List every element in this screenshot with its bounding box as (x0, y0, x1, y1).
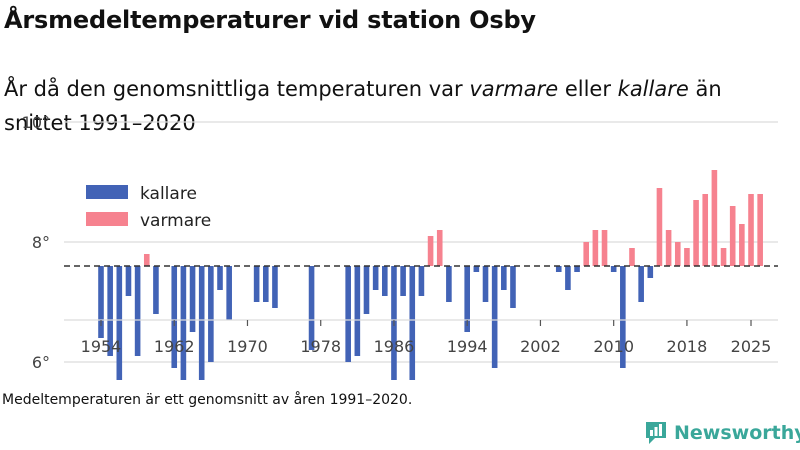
x-tick-label: 1978 (300, 337, 341, 356)
brand-name: Newsworthy (674, 422, 800, 444)
bar-1987 (400, 266, 406, 296)
x-axis: 1954 1962 1970 1978 1986 1994 2002 2010 2018 2025 (64, 319, 778, 356)
bar-1965 (198, 266, 205, 380)
bar-1971 (253, 266, 260, 302)
bar-1958 (134, 266, 141, 356)
bar-1994 (464, 266, 470, 332)
bar-1960 (153, 266, 159, 314)
bar-2005 (565, 266, 571, 290)
x-tick-label: 2018 (667, 337, 708, 356)
y-axis-labels: 6° 8° 10° (22, 113, 50, 372)
bar-2016 (665, 230, 672, 266)
bar-1997 (491, 266, 498, 368)
bar-1963 (180, 266, 187, 380)
bar-2024 (739, 224, 745, 266)
x-tick-label: 2002 (520, 337, 561, 356)
y-tick-label: 8° (32, 233, 50, 252)
bar-2009 (601, 230, 608, 266)
subtitle-cold-word: kallare (617, 77, 689, 101)
bar-1982 (354, 266, 361, 356)
bar-2017 (674, 242, 681, 266)
bar-2026 (757, 194, 763, 266)
bar-1954 (98, 266, 104, 338)
bar-1988 (409, 266, 416, 380)
bar-1959 (143, 254, 150, 266)
x-tick-label: 2010 (593, 337, 634, 356)
newsworthy-logo[interactable]: Newsworthy (644, 420, 800, 446)
bar-1967 (217, 266, 223, 290)
bar-2013 (638, 266, 644, 302)
bar-1995 (473, 266, 480, 272)
source-note: Medeltemperaturen är ett genomsnitt av å… (2, 392, 413, 408)
bar-2011 (620, 266, 626, 368)
x-tick-label: 1994 (447, 337, 488, 356)
subtitle-part-2: eller (558, 77, 618, 101)
bar-2021 (711, 170, 718, 266)
bar-2010 (610, 266, 617, 272)
bar-1984 (372, 266, 379, 290)
bar-1955 (107, 266, 113, 356)
bar-2014 (647, 266, 654, 278)
y-tick-label: 6° (32, 353, 50, 372)
bar-1973 (272, 266, 278, 308)
x-tick-label: 2025 (731, 337, 772, 356)
bar-1991 (436, 230, 443, 266)
chart-legend: kallare varmare (76, 176, 222, 236)
bar-1956 (116, 266, 123, 380)
legend-swatch-warmer (86, 212, 128, 226)
bar-1966 (208, 266, 214, 362)
bar-1972 (262, 266, 269, 302)
bar-2012 (629, 248, 635, 266)
bar-1968 (226, 266, 232, 320)
x-tick-label: 1970 (227, 337, 268, 356)
temperature-bar-chart: 6° 8° 10° 1954 1962 1970 1978 1986 1994 2002 2010… (22, 113, 778, 380)
bar-1962 (171, 266, 178, 368)
chart-title: Årsmedeltemperaturer vid station Osby (4, 6, 536, 34)
chart-subtitle: År då den genomsnittliga temperaturen va… (4, 72, 784, 140)
bar-1998 (501, 266, 507, 290)
subtitle-part-3: än snittet 1991–2020 (4, 77, 722, 135)
bars (98, 170, 763, 380)
bar-2004 (555, 266, 562, 272)
bar-2008 (592, 230, 599, 266)
bar-1977 (308, 266, 315, 350)
bar-1957 (125, 266, 132, 296)
legend-label-warmer: varmare (140, 211, 211, 231)
bar-1989 (418, 266, 425, 296)
bar-2019 (693, 200, 699, 266)
bar-2025 (748, 194, 754, 266)
bar-2020 (702, 194, 709, 266)
newsworthy-logo-icon (646, 422, 666, 444)
bar-2015 (656, 188, 663, 266)
bar-2018 (684, 248, 690, 266)
y-tick-label: 10° (22, 113, 50, 132)
subtitle-part-1: År då den genomsnittliga temperaturen va… (4, 77, 470, 101)
bar-1964 (189, 266, 196, 332)
x-tick-label: 1986 (374, 337, 415, 356)
bar-2022 (720, 248, 727, 266)
bar-1983 (363, 266, 370, 314)
bar-2023 (729, 206, 736, 266)
subtitle-warm-word: varmare (469, 77, 559, 101)
bar-1990 (427, 236, 434, 266)
bar-1999 (510, 266, 516, 308)
bar-1981 (345, 266, 351, 362)
x-tick-label: 1954 (81, 337, 122, 356)
bar-1992 (446, 266, 452, 302)
bar-1996 (482, 266, 489, 302)
bar-2007 (583, 242, 590, 266)
bar-2006 (574, 266, 580, 272)
x-tick-label: 1962 (154, 337, 195, 356)
legend-label-colder: kallare (140, 184, 197, 204)
bar-1985 (382, 266, 388, 296)
legend-swatch-colder (86, 185, 128, 199)
